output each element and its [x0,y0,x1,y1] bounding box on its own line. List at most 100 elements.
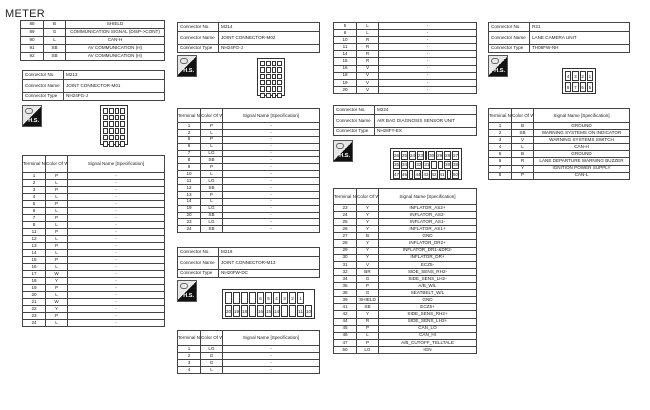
pin [120,134,125,141]
wire-color: Y [356,310,379,319]
signal-name: INFLATOR_DR1-&DR2- [378,246,477,255]
pin [114,134,120,141]
terminal-table: 5 L -6 L -10 R -11 R -14 R -15 R -16 V -18 V -19 V -20 V - [333,21,477,94]
pin [265,67,271,73]
info-row: Connector Name JOINT CONNECTOR-M02 [177,31,320,45]
wire-color: B [43,20,66,29]
wire-color: V [511,136,534,145]
signal-name: - [222,345,320,353]
terminal-no: 23 [22,312,46,320]
pin: 4 [273,292,280,304]
pin [114,114,120,121]
terminal-no: 4 [177,366,201,374]
pin [277,86,282,92]
signal-name: WARNING SYSTEMS SWITCH [533,136,630,145]
wire-color: Y [356,211,379,220]
pin [120,127,125,134]
pin-row [103,134,125,141]
info-row: Connector Type NH24FG-J [22,92,165,101]
pin [120,108,125,114]
wire-color: P [200,163,223,172]
pin-row [260,86,282,92]
table-row: 12 L - [22,235,165,243]
signal-name: SHIELD [65,20,165,29]
pin [114,141,120,147]
pin [103,127,108,134]
wire-color-header: Color Of Wire [356,188,379,205]
wire-color: V [356,71,379,80]
terminal-no: 20 [177,211,201,220]
connector-icon [336,143,344,149]
pin: 1 [586,71,593,81]
terminal-no: 44 [333,317,357,326]
terminal-no: 35 [333,282,357,291]
signal-name: SIDE_SENS_RH2- [378,267,477,276]
pin [120,141,125,147]
terminal-no: 14 [177,197,201,206]
wire-color: L [356,331,379,340]
table-row: 46 L CAN_HI [333,331,477,340]
pin: 19 [233,305,241,317]
table-header: Terminal No.Color Of WireSignal Name [Sp… [177,108,320,123]
signal-name: - [378,29,477,38]
table-row: 39 SHIELD GND [333,296,477,305]
info-label: Connector Name [22,79,64,93]
signal-name-header: Signal Name [Specification] [378,188,477,205]
table-row: 38 G SEATBELT_W/L [333,289,477,298]
table-row: 7 LG - [177,149,320,158]
terminal-no-header: Terminal No. [22,155,46,173]
wire-color: R [356,43,379,52]
wire-color: L [200,170,223,179]
pin [260,79,265,86]
signal-name-header: Signal Name [Specification] [533,108,630,123]
pin-row [260,73,282,79]
pin: 30 [428,151,436,160]
pin: 34 [401,160,409,170]
connector-info-m224: Connector No. M224 Connector Name AIR BAG D… [333,105,477,136]
terminal-no: 7 [488,164,512,173]
pin: 29 [436,151,444,160]
pin [249,292,256,304]
pin [265,86,271,92]
pin-row [260,79,282,86]
signal-name: - [378,64,477,73]
pin-row [103,141,125,147]
connector-name: JOINT CONNECTOR-M13 [218,256,320,270]
pin [108,121,114,127]
pin [265,79,271,86]
pin [271,92,277,98]
pin [114,127,120,134]
table-row: 92 SB AV COMMUNICATION (H) [20,52,165,61]
wire-color: LG [356,345,379,354]
table-row: 18 V - [333,71,477,80]
info-row: Connector No. R21 [488,22,630,32]
signal-name: - [222,135,320,144]
wire-color: L [45,263,68,271]
pin [260,61,265,67]
terminal-table: Terminal No.Color Of WireSignal Name [Sp… [488,108,630,180]
table-row: 23 LG - [177,218,320,227]
table-row: 20 L - [22,291,165,299]
table-row: 5 B GROUND [488,150,630,159]
info-label: Connector Name [177,256,219,270]
terminal-no: 24 [22,319,46,327]
connector-info-m214: Connector No. M214 Connector Name JOINT CON… [177,22,320,53]
terminal-no: 25 [333,218,357,227]
info-row: Connector Type NH24FG-J [177,44,320,53]
table-row: 11 P - [22,228,165,236]
connector-no: M224 [374,105,477,115]
terminal-no: 23 [333,203,357,213]
pin [289,305,296,317]
signal-name: INFLATOR_DR2+ [378,239,477,248]
terminal-no: 13 [177,190,201,199]
info-row: Connector Type TH08FW-NH [488,44,630,53]
info-label: Connector No. [177,247,219,257]
terminal-no: 41 [333,303,357,312]
wire-color: G [356,274,379,284]
pin: 5 [265,292,272,304]
table-row: 3 V WARNING SYSTEMS SWITCH [488,136,630,145]
signal-name: - [222,359,320,367]
info-row: Connector No. M224 [333,105,477,115]
terminal-no: 5 [177,135,201,144]
